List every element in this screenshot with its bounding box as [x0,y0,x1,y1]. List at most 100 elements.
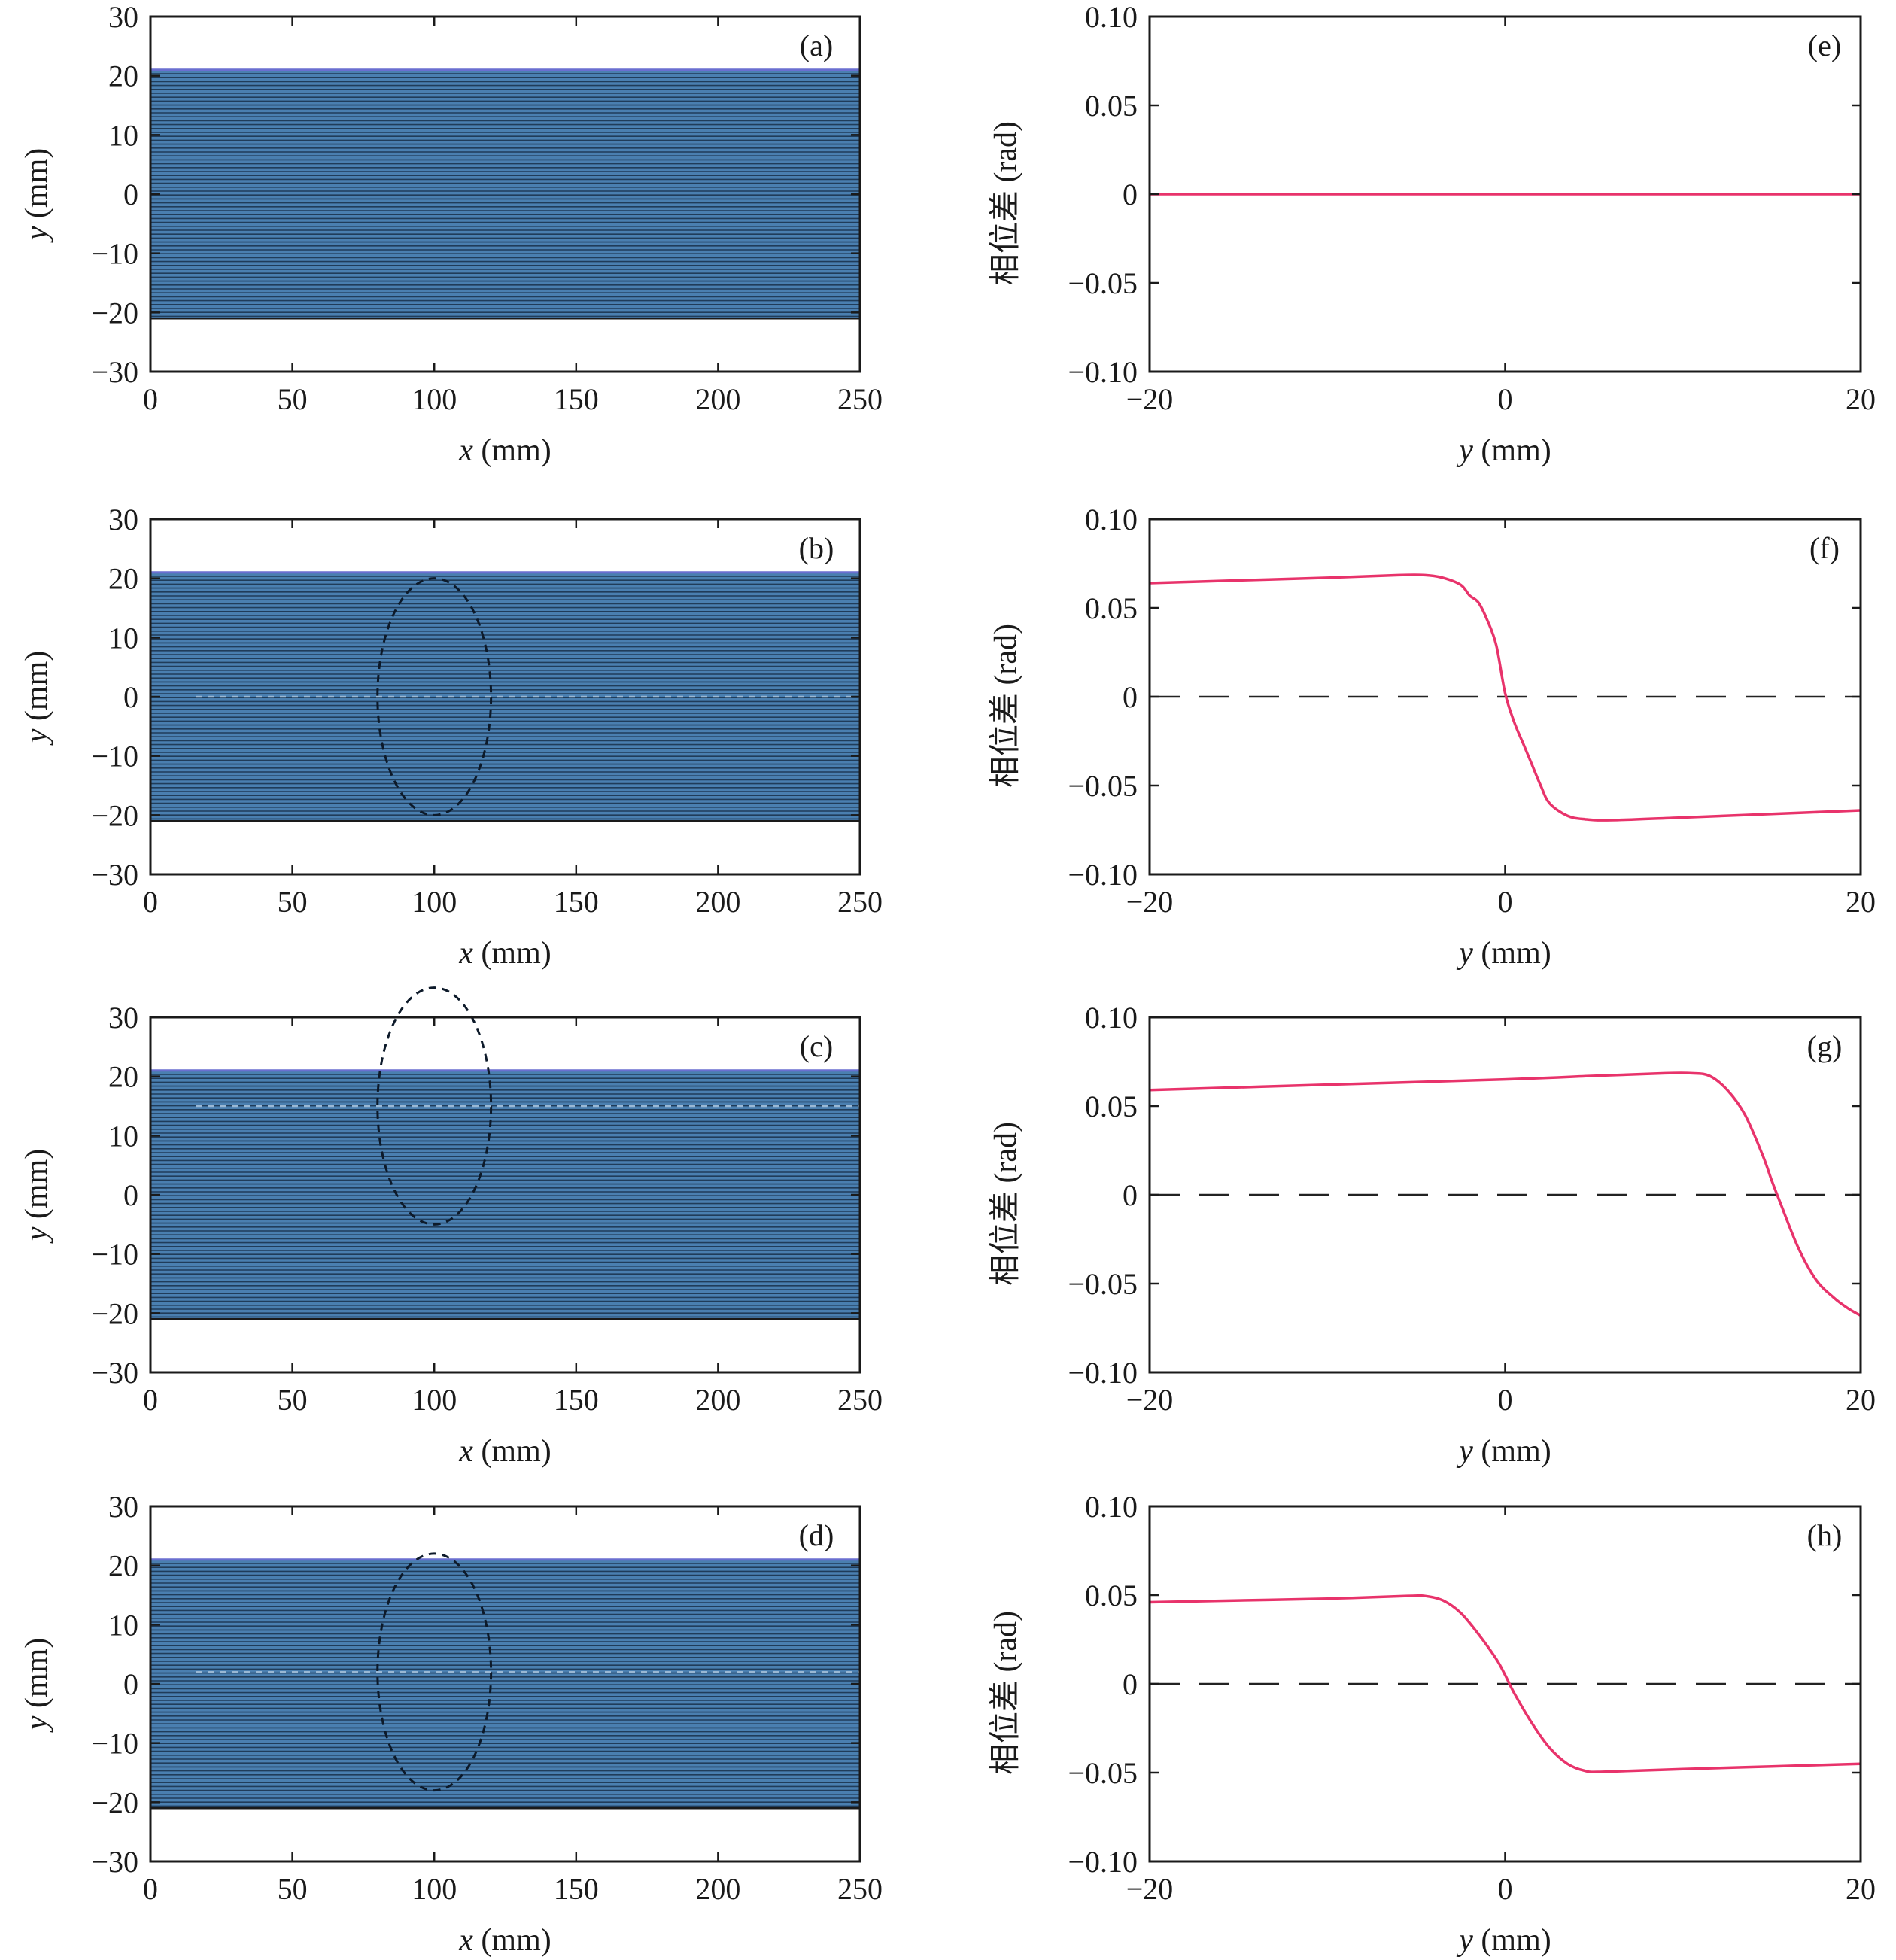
y-tick-label: −0.10 [1068,858,1138,892]
x-tick-label: 20 [1846,382,1876,416]
phase-panel-g: −20 0 20 0.10 0.05 0 −0.05 −0.10 (g) y (mm) 相位差 (r… [988,1001,1876,1469]
y-tick-label: 0.05 [1085,1089,1138,1123]
target-circle-dashed [376,1552,493,1792]
axis-label-variable: y [1456,1434,1473,1469]
y-axis-label: 相位差 (rad) [988,1122,1023,1286]
y-tick-label: 0 [123,1667,138,1701]
y-tick-label: 0.10 [1085,1490,1138,1524]
y-tick-label: −20 [91,1296,138,1330]
x-tick-label: 250 [837,885,883,919]
y-tick-label: 30 [108,0,138,34]
axis-label-unit: (mm) [473,1434,551,1469]
y-tick-label: 0.10 [1085,503,1138,536]
y-tick-label: −30 [91,1356,138,1390]
target-circle-dashed [376,577,493,816]
x-tick-label: −20 [1126,885,1174,919]
axis-label-unit: (mm) [1473,936,1551,971]
y-tick-label: 20 [108,1549,138,1583]
y-tick-label: −0.05 [1068,769,1138,803]
y-axis-label: y (mm) [20,1149,54,1244]
y-tick-label: −20 [91,1785,138,1819]
y-tick-label: 30 [108,1490,138,1524]
axis-label-variable: y [20,1226,54,1244]
y-tick-label: 0.05 [1085,591,1138,625]
y-axis-label: 相位差 (rad) [988,1611,1023,1775]
target-circle-dashed [376,986,493,1226]
x-tick-label: 200 [695,1383,740,1417]
y-tick-label: −10 [91,237,138,271]
x-tick-label: 0 [1498,1383,1513,1417]
phase-panel-f: −20 0 20 0.10 0.05 0 −0.05 −0.10 (f) y (mm) 相位差 (r… [988,503,1876,971]
y-tick-label: −10 [91,1727,138,1761]
x-tick-label: 150 [554,1872,599,1906]
axis-label-variable: y [1456,936,1473,971]
axis-label-variable: y [20,1715,54,1733]
x-tick-label: 100 [412,1383,457,1417]
x-axis-label: y (mm) [1456,936,1551,971]
stripe-lines [150,1074,860,1318]
x-tick-label: 0 [1498,885,1513,919]
y-tick-label: −20 [91,296,138,330]
x-tick-label: 50 [278,1383,308,1417]
x-tick-label: 20 [1846,1872,1876,1906]
y-tick-label: −30 [91,858,138,892]
y-tick-label: 10 [108,621,138,655]
y-tick-label: 30 [108,1001,138,1035]
y-tick-label: −30 [91,1845,138,1879]
x-axis-label: x (mm) [458,936,551,971]
y-tick-label: 0 [1123,680,1138,714]
axis-label-variable: y [20,728,54,746]
x-tick-label: 200 [695,382,740,416]
x-tick-label: 250 [837,1383,883,1417]
axis-label-unit: (mm) [1473,1434,1551,1469]
x-tick-label: 250 [837,1872,883,1906]
x-tick-label: 0 [143,1383,158,1417]
axis-label-unit: (mm) [20,1149,54,1227]
y-tick-label: 0 [123,680,138,714]
x-tick-label: 50 [278,1872,308,1906]
y-tick-label: 20 [108,59,138,93]
axis-label-variable: x [458,1434,473,1469]
axis-label-unit: (mm) [473,936,551,971]
x-tick-label: −20 [1126,382,1174,416]
y-tick-label: 30 [108,503,138,536]
x-tick-label: 0 [143,1872,158,1906]
y-tick-label: −0.10 [1068,355,1138,389]
x-tick-label: 20 [1846,885,1876,919]
axis-label-variable: x [458,936,473,971]
x-tick-label: 150 [554,1383,599,1417]
y-tick-label: 0 [123,178,138,211]
stripe-lines [150,73,860,318]
x-axis-label: x (mm) [458,1434,551,1469]
y-tick-label: −20 [91,798,138,832]
x-tick-label: 100 [412,885,457,919]
x-tick-label: 150 [554,382,599,416]
y-tick-label: −10 [91,1238,138,1272]
axis-label-variable: y [1456,1923,1473,1958]
panel-label: (a) [800,29,833,62]
x-tick-label: 50 [278,382,308,416]
y-tick-label: 0.10 [1085,0,1138,34]
axis-label-unit: (mm) [20,651,54,729]
axis-label-variable: x [458,433,473,468]
x-axis-label: x (mm) [458,1923,551,1958]
y-axis-label: y (mm) [20,1638,54,1733]
panel-label: (h) [1807,1518,1843,1552]
axis-label-unit: (mm) [1473,1923,1551,1958]
panel-label: (f) [1809,531,1840,565]
panel-label: (b) [799,531,834,565]
x-tick-label: 0 [1498,382,1513,416]
x-axis-label: y (mm) [1456,433,1551,468]
y-axis-label: y (mm) [20,651,54,746]
x-tick-label: 0 [1498,1872,1513,1906]
y-tick-label: 10 [108,118,138,152]
y-tick-label: −0.05 [1068,1267,1138,1301]
panel-label: (c) [800,1029,833,1063]
y-tick-label: 20 [108,1060,138,1094]
x-tick-label: 100 [412,382,457,416]
y-tick-label: 0.10 [1085,1001,1138,1035]
x-tick-label: 0 [143,885,158,919]
panel-label: (g) [1807,1029,1843,1063]
